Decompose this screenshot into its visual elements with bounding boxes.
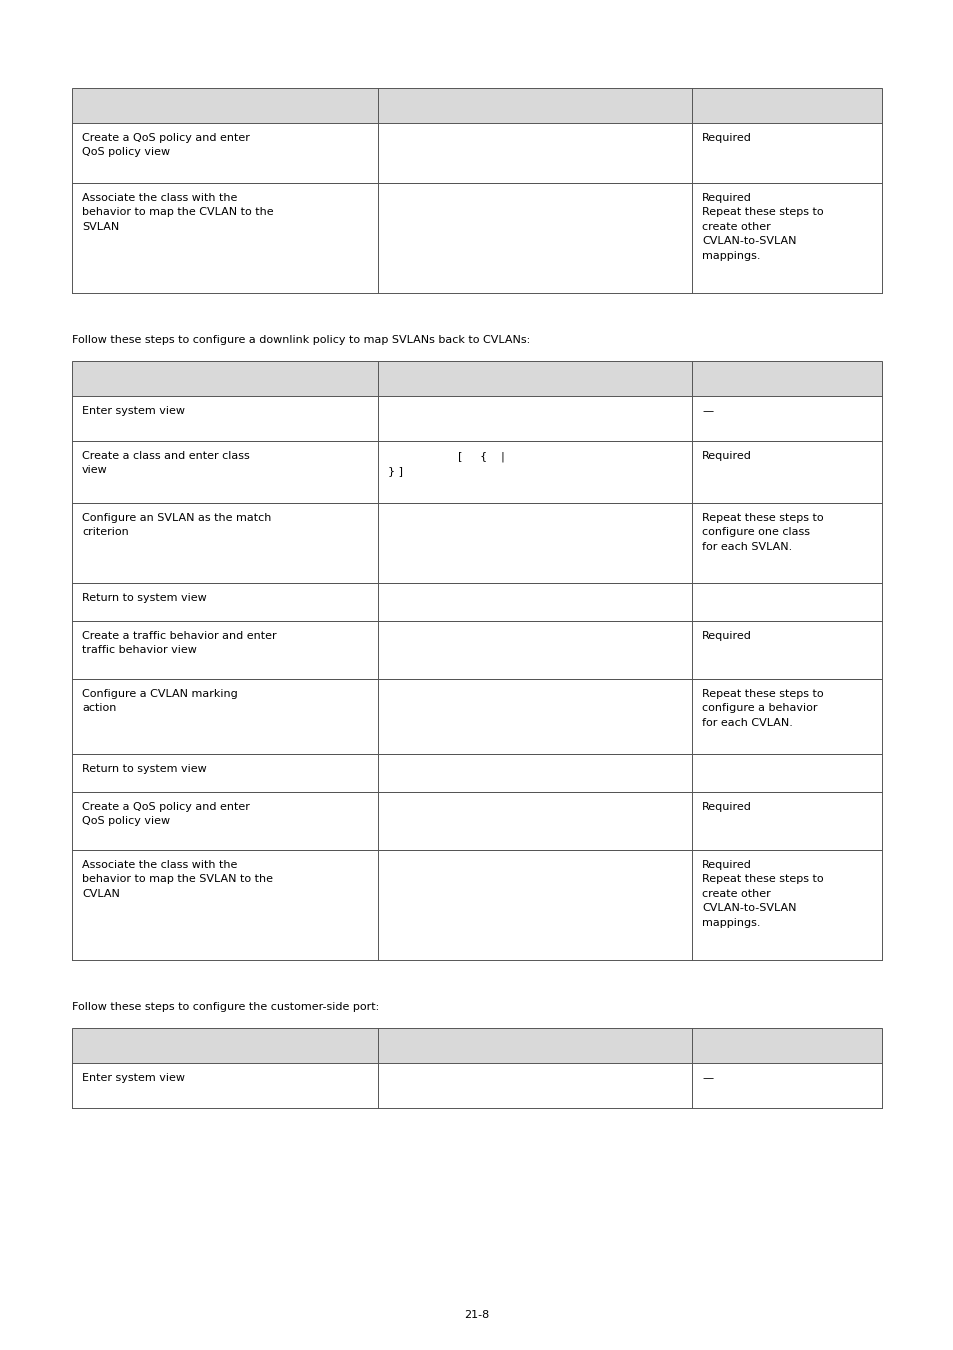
Text: Create a traffic behavior and enter
traffic behavior view: Create a traffic behavior and enter traf… <box>82 630 276 655</box>
Text: Required: Required <box>701 451 751 460</box>
Text: Enter system view: Enter system view <box>82 1073 185 1083</box>
Text: Associate the class with the
behavior to map the CVLAN to the
SVLAN: Associate the class with the behavior to… <box>82 193 274 232</box>
Text: 21-8: 21-8 <box>464 1310 489 1320</box>
Text: Configure an SVLAN as the match
criterion: Configure an SVLAN as the match criterio… <box>82 513 271 537</box>
Text: Configure a CVLAN marking
action: Configure a CVLAN marking action <box>82 688 237 713</box>
Bar <box>71 1062 882 1108</box>
Bar <box>71 360 882 396</box>
Text: —: — <box>701 1073 713 1083</box>
Bar <box>71 755 882 792</box>
Bar <box>71 583 882 621</box>
Text: Required
Repeat these steps to
create other
CVLAN-to-SVLAN
mappings.: Required Repeat these steps to create ot… <box>701 193 822 261</box>
Bar <box>71 184 882 293</box>
Text: Repeat these steps to
configure a behavior
for each CVLAN.: Repeat these steps to configure a behavi… <box>701 688 822 728</box>
Bar <box>71 441 882 504</box>
Text: Create a class and enter class
view: Create a class and enter class view <box>82 451 250 475</box>
Bar <box>71 123 882 184</box>
Text: Required: Required <box>701 134 751 143</box>
Text: Return to system view: Return to system view <box>82 593 207 603</box>
Text: Repeat these steps to
configure one class
for each SVLAN.: Repeat these steps to configure one clas… <box>701 513 822 552</box>
Text: Associate the class with the
behavior to map the SVLAN to the
CVLAN: Associate the class with the behavior to… <box>82 860 273 899</box>
Text: Create a QoS policy and enter
QoS policy view: Create a QoS policy and enter QoS policy… <box>82 802 250 826</box>
Text: Follow these steps to configure a downlink policy to map SVLANs back to CVLANs:: Follow these steps to configure a downli… <box>71 335 530 346</box>
Text: Follow these steps to configure the customer-side port:: Follow these steps to configure the cust… <box>71 1002 379 1012</box>
Bar <box>71 396 882 441</box>
Text: Required
Repeat these steps to
create other
CVLAN-to-SVLAN
mappings.: Required Repeat these steps to create ot… <box>701 860 822 927</box>
Text: Return to system view: Return to system view <box>82 764 207 774</box>
Bar <box>71 850 882 960</box>
Bar <box>71 1027 882 1062</box>
Text: Required: Required <box>701 802 751 811</box>
Bar <box>71 504 882 583</box>
Bar <box>71 792 882 850</box>
Text: Required: Required <box>701 630 751 641</box>
Bar <box>71 679 882 755</box>
Bar <box>71 621 882 679</box>
Text: Create a QoS policy and enter
QoS policy view: Create a QoS policy and enter QoS policy… <box>82 134 250 158</box>
Text: Enter system view: Enter system view <box>82 406 185 416</box>
Text: —: — <box>701 406 713 416</box>
Bar <box>71 88 882 123</box>
Text: [     {    |
} ]: [ { | } ] <box>388 451 504 477</box>
